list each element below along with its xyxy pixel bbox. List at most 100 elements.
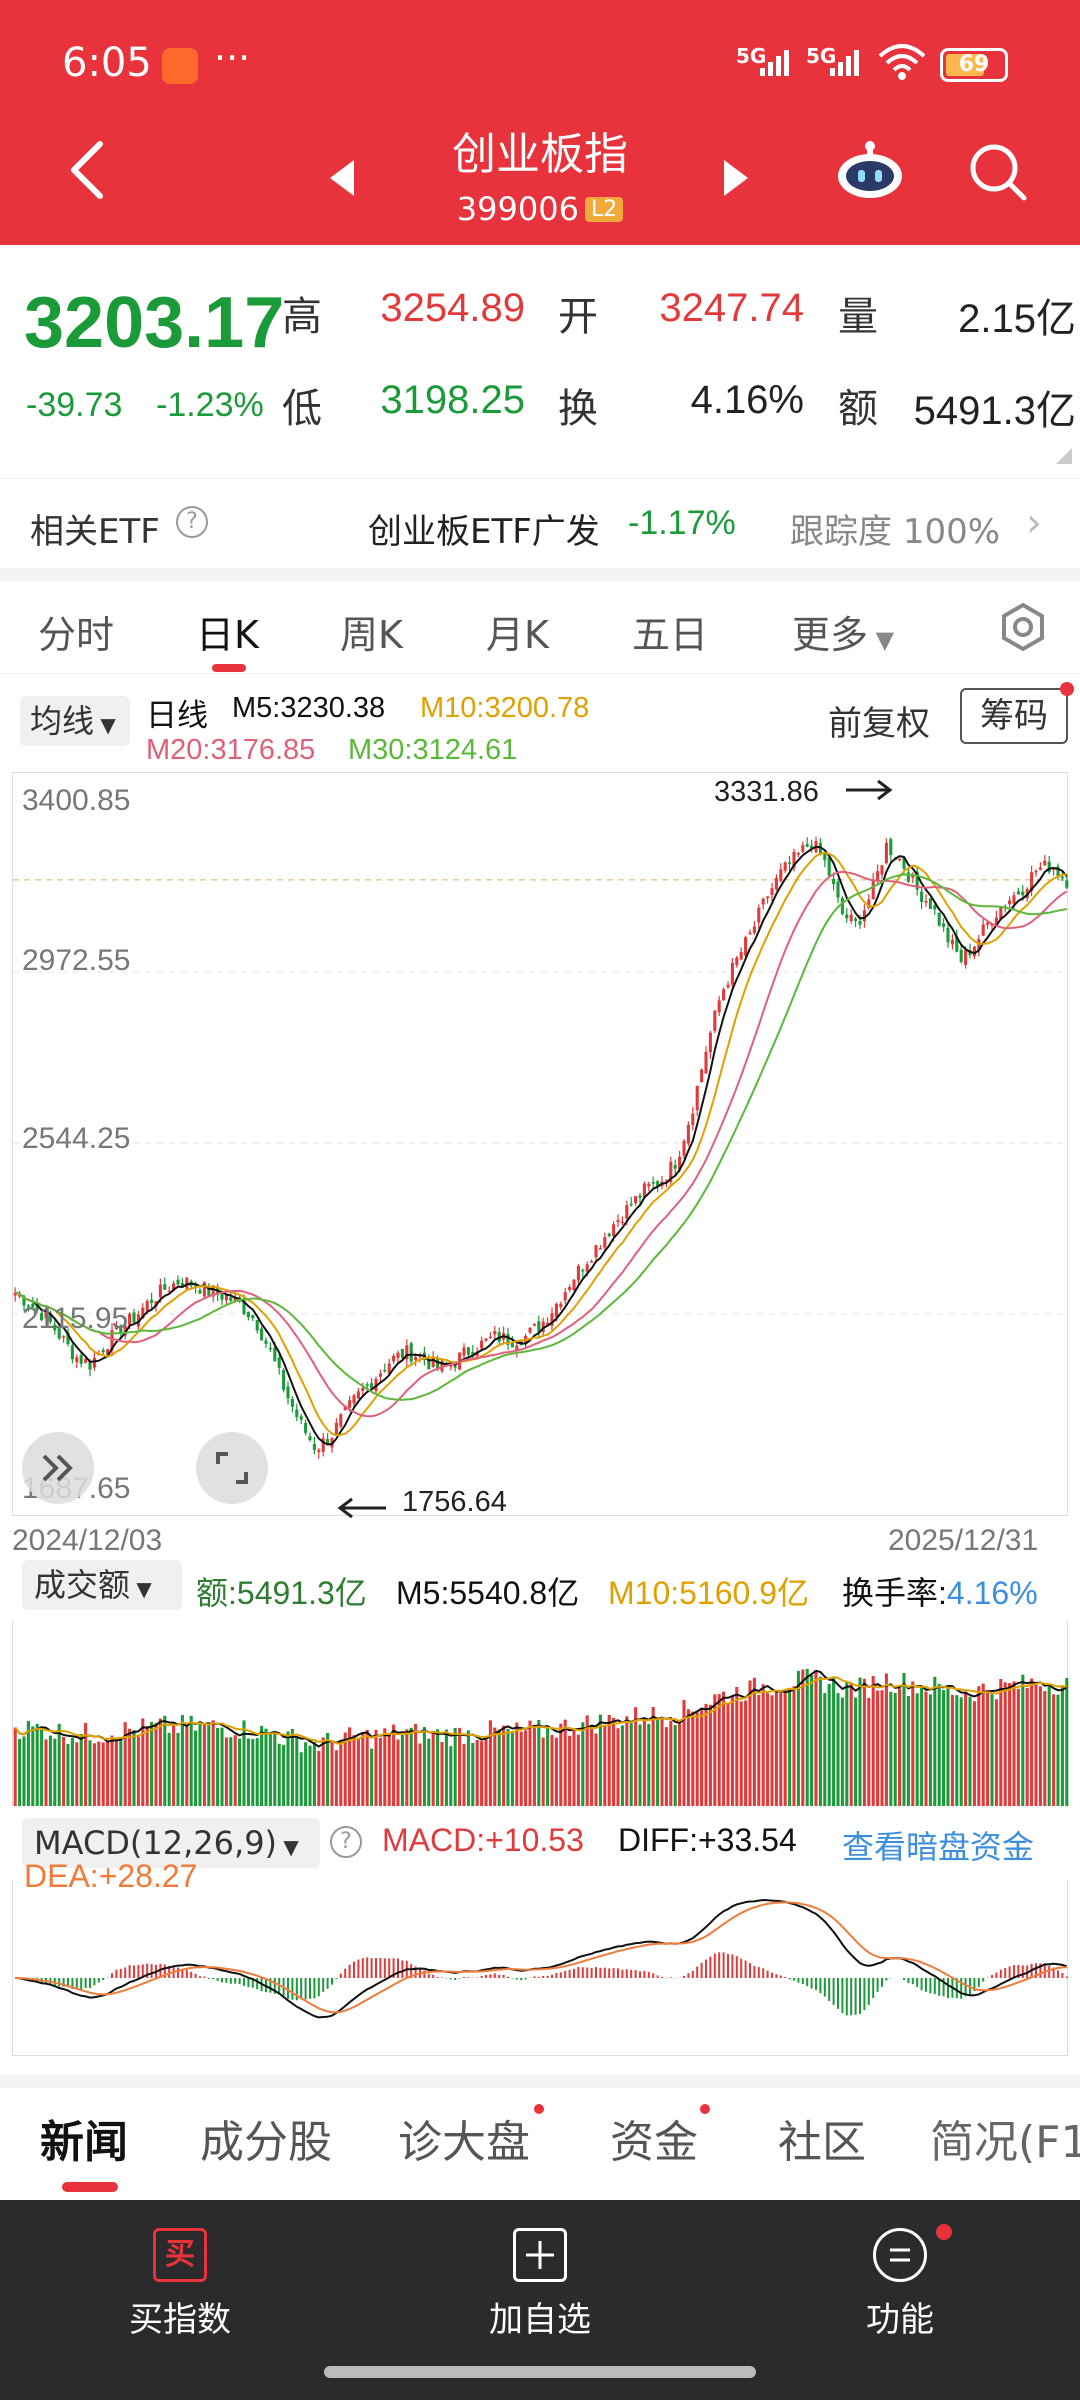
candle-body <box>1043 860 1047 866</box>
kline-chart[interactable] <box>12 772 1069 1516</box>
candle-body <box>1047 861 1051 873</box>
volume-bar <box>374 1729 378 1806</box>
next-index-button[interactable] <box>724 160 748 196</box>
gear-icon[interactable] <box>998 602 1048 652</box>
tab-five-day[interactable]: 五日 <box>632 613 709 657</box>
volume-chart[interactable] <box>12 1620 1069 1806</box>
tab-news[interactable]: 新闻 <box>40 2117 128 2168</box>
candle-body <box>312 1444 316 1450</box>
volume-bar <box>739 1701 743 1806</box>
volume-bar <box>796 1670 800 1806</box>
volume-bar <box>365 1729 369 1806</box>
function-button[interactable]: 功能 <box>800 2228 1000 2341</box>
back-arrow-icon[interactable] <box>68 140 108 200</box>
volume-bar <box>361 1731 365 1806</box>
volume-bar <box>66 1743 70 1806</box>
adjust-mode[interactable]: 前复权 <box>828 704 930 744</box>
notification-dot <box>1060 682 1074 696</box>
volume-bar <box>629 1722 633 1806</box>
macd-chart[interactable] <box>12 1880 1068 2056</box>
volume-bar <box>942 1690 946 1806</box>
turnover-label: 换 <box>558 386 598 432</box>
volume-bar <box>717 1694 721 1806</box>
candle-body <box>607 1233 611 1236</box>
candle-body <box>695 1085 699 1111</box>
candle-body <box>634 1196 638 1204</box>
ma30-value: M30:3124.61 <box>348 734 518 766</box>
ma-dropdown[interactable]: 均线 ▼ <box>20 696 130 746</box>
macd-dropdown[interactable]: MACD(12,26,9) ▼ <box>22 1818 320 1868</box>
candle-body <box>1012 895 1016 904</box>
volume-bar <box>484 1737 488 1806</box>
chip-distribution-button[interactable]: 筹码 <box>960 688 1068 744</box>
home-indicator <box>324 2366 756 2378</box>
expand-sidebar-button[interactable] <box>22 1432 94 1504</box>
tab-monthly-k[interactable]: 月K <box>486 613 549 657</box>
previous-index-button[interactable] <box>330 160 354 196</box>
tab-diagnosis[interactable]: 诊大盘 <box>398 2117 530 2168</box>
help-icon[interactable]: ? <box>176 506 208 538</box>
tab-more[interactable]: 更多 ▼ <box>792 613 895 657</box>
volume-bar <box>44 1739 48 1806</box>
volume-bar <box>211 1720 215 1806</box>
volume-bar <box>488 1720 492 1806</box>
candle-body <box>462 1347 466 1356</box>
volume-bar <box>638 1724 642 1806</box>
candle-body <box>810 845 814 849</box>
candle-body <box>383 1369 387 1372</box>
candle-body <box>576 1266 580 1281</box>
candle-body <box>224 1295 228 1300</box>
volume-bar <box>510 1731 514 1806</box>
macd-help-icon[interactable]: ? <box>330 1826 362 1858</box>
wifi-icon <box>878 44 926 80</box>
volume-bar <box>862 1678 866 1806</box>
macd-svg <box>15 1898 1068 2019</box>
volume-dropdown[interactable]: 成交额 ▼ <box>22 1560 182 1610</box>
volume-bar <box>757 1695 761 1806</box>
tracking-info: 跟踪度 100% <box>790 512 1001 552</box>
tab-intraday[interactable]: 分时 <box>38 613 115 657</box>
related-etf-bar[interactable] <box>0 478 1080 568</box>
volume-bar <box>286 1731 290 1806</box>
volume-bar <box>827 1683 831 1806</box>
volume-bar <box>634 1707 638 1806</box>
dark-pool-link[interactable]: 查看暗盘资金 <box>842 1829 1035 1865</box>
candle-body <box>862 910 866 922</box>
volume-bar <box>167 1732 171 1806</box>
add-watchlist-button[interactable]: 加自选 <box>440 2228 640 2341</box>
volume-bar <box>594 1733 598 1806</box>
candle-body <box>154 1301 158 1306</box>
candle-body <box>48 1313 52 1322</box>
tab-daily-k[interactable]: 日K <box>196 613 259 657</box>
candle-body <box>167 1290 171 1293</box>
ai-assistant-robot-icon[interactable] <box>834 140 906 200</box>
candle-body <box>603 1237 607 1248</box>
candle-body <box>207 1285 211 1296</box>
volume-bar <box>18 1739 22 1806</box>
volume-bar <box>893 1692 897 1806</box>
volume-bar <box>48 1735 52 1806</box>
volume-bar <box>774 1690 778 1806</box>
candle-body <box>308 1436 312 1441</box>
volume-bar <box>766 1693 770 1806</box>
fullscreen-button[interactable] <box>196 1432 268 1504</box>
volume-bar <box>251 1739 255 1806</box>
volume-bar <box>431 1730 435 1806</box>
tab-community[interactable]: 社区 <box>778 2117 866 2168</box>
volume-bar <box>128 1728 132 1806</box>
tab-constituents[interactable]: 成分股 <box>200 2117 332 2168</box>
chevron-right-icon[interactable]: › <box>1026 500 1042 546</box>
buy-index-button[interactable]: 买 买指数 <box>80 2228 280 2341</box>
x-end-date: 2025/12/31 <box>888 1524 1039 1557</box>
tab-funds[interactable]: 资金 <box>610 2117 698 2168</box>
volume-bar <box>176 1732 180 1806</box>
candle-body <box>480 1340 484 1349</box>
search-icon[interactable] <box>968 142 1028 202</box>
volume-bar <box>163 1715 167 1806</box>
tab-weekly-k[interactable]: 周K <box>340 613 403 657</box>
candle-body <box>629 1203 633 1206</box>
etf-name[interactable]: 创业板ETF广发 <box>368 512 600 552</box>
tab-profile[interactable]: 简况(F10) <box>930 2117 1080 2168</box>
candle-body <box>678 1156 682 1170</box>
candle-body <box>326 1439 330 1445</box>
